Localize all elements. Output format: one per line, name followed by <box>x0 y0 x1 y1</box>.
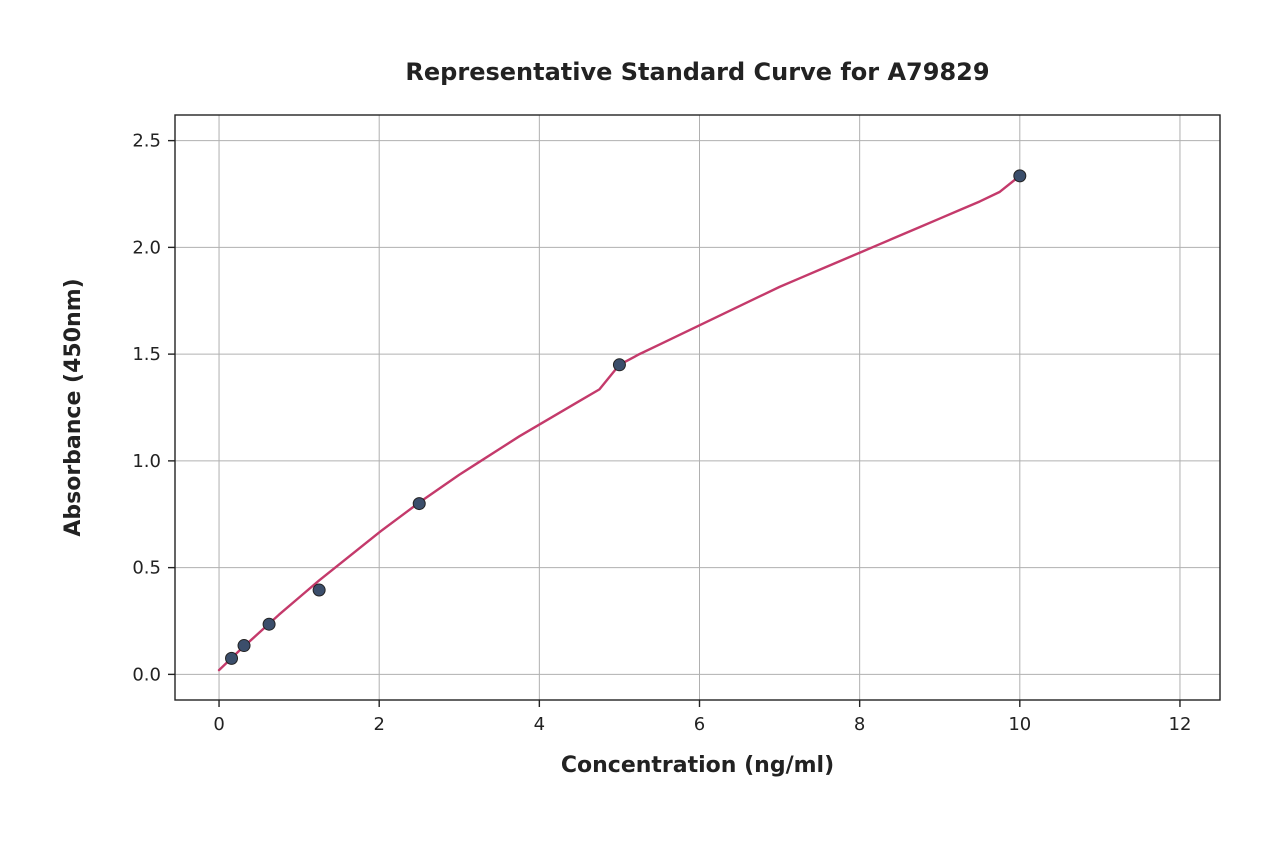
data-point-marker <box>238 640 250 652</box>
y-tick-label: 2.0 <box>132 237 161 258</box>
x-tick-label: 8 <box>854 714 865 735</box>
x-tick-label: 10 <box>1008 714 1031 735</box>
data-point-marker <box>313 584 325 596</box>
y-tick-label: 1.0 <box>132 451 161 472</box>
standard-curve-chart: 0 2 4 6 8 10 12 0.0 0.5 1.0 1.5 2.0 2.5 Concentration… <box>0 0 1280 845</box>
y-axis-label: Absorbance (450nm) <box>61 278 86 536</box>
y-tick-label: 0.5 <box>132 558 161 579</box>
x-tick-label: 0 <box>213 714 224 735</box>
y-tick-label: 0.0 <box>132 664 161 685</box>
chart-title: Representative Standard Curve for A79829 <box>405 58 989 86</box>
data-point-marker <box>413 498 425 510</box>
x-tick-label: 4 <box>534 714 545 735</box>
plot-area <box>175 115 1220 700</box>
x-tick-label: 6 <box>694 714 705 735</box>
y-tick-label: 1.5 <box>132 344 161 365</box>
x-tick-label: 12 <box>1169 714 1192 735</box>
data-point-marker <box>226 652 238 664</box>
x-tick-label: 2 <box>373 714 384 735</box>
data-point-marker <box>1014 170 1026 182</box>
y-tick-label: 2.5 <box>132 131 161 152</box>
x-axis-label: Concentration (ng/ml) <box>561 753 834 778</box>
data-point-marker <box>263 618 275 630</box>
data-point-marker <box>613 359 625 371</box>
chart-container: 0 2 4 6 8 10 12 0.0 0.5 1.0 1.5 2.0 2.5 Concentration… <box>0 0 1280 845</box>
